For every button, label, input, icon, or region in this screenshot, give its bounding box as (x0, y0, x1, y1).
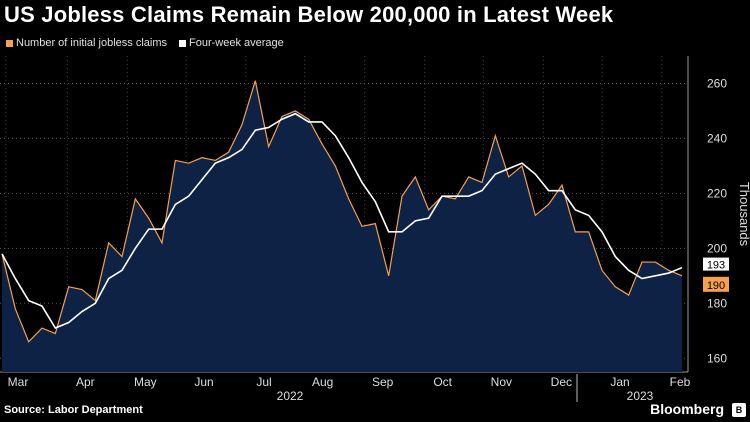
x-tick-label-mar: Mar (8, 375, 29, 389)
x-tick-label-dec: Dec (551, 375, 572, 389)
last-value-average-box (703, 257, 729, 271)
claims-area-fill (2, 80, 682, 372)
legend-label-average: Four-week average (189, 37, 284, 49)
last-value-claims: 190 (707, 280, 725, 292)
legend-swatch-orange-icon (6, 39, 13, 47)
last-value-average: 193 (707, 260, 725, 272)
y-tick-label-200: 200 (707, 241, 727, 255)
x-tick-label-jan: Jan (610, 375, 629, 389)
last-value-claims-box (703, 276, 729, 292)
x-tick-label-jun: Jun (194, 375, 213, 389)
y-tick-label-220: 220 (707, 186, 727, 200)
x-tick-label-apr: Apr (76, 375, 95, 389)
bloomberg-mark-icon: B (732, 403, 746, 417)
y-tick-label-160: 160 (707, 351, 727, 365)
legend-swatch-white-icon (179, 39, 186, 47)
y-tick-label-180: 180 (707, 296, 727, 310)
claims-series-line (1, 80, 683, 343)
source-note: Source: Labor Department (4, 404, 143, 416)
x-tick-label-jul: Jul (256, 375, 271, 389)
chart-title: US Jobless Claims Remain Below 200,000 i… (4, 2, 614, 27)
x-tick-label-feb: Feb (670, 375, 691, 389)
average-series-line (1, 112, 683, 330)
y-tick-label-260: 260 (707, 76, 727, 90)
year-label-2023: 2023 (627, 389, 654, 403)
y-tick-label-240: 240 (707, 131, 727, 145)
legend-item-claims: Number of initial jobless claims (6, 37, 167, 49)
x-tick-label-oct: Oct (433, 375, 452, 389)
x-tick-label-aug: Aug (312, 375, 333, 389)
legend-item-average: Four-week average (179, 37, 284, 49)
x-tick-label-sep: Sep (372, 375, 394, 389)
bloomberg-logo: Bloomberg (650, 401, 724, 417)
x-tick-label-nov: Nov (491, 375, 512, 389)
y-axis-title: Thousands (737, 182, 750, 247)
x-tick-label-may: May (134, 375, 157, 389)
legend: Number of initial jobless claims Four-we… (6, 37, 284, 49)
year-label-2022: 2022 (277, 389, 304, 403)
legend-label-claims: Number of initial jobless claims (16, 37, 167, 49)
